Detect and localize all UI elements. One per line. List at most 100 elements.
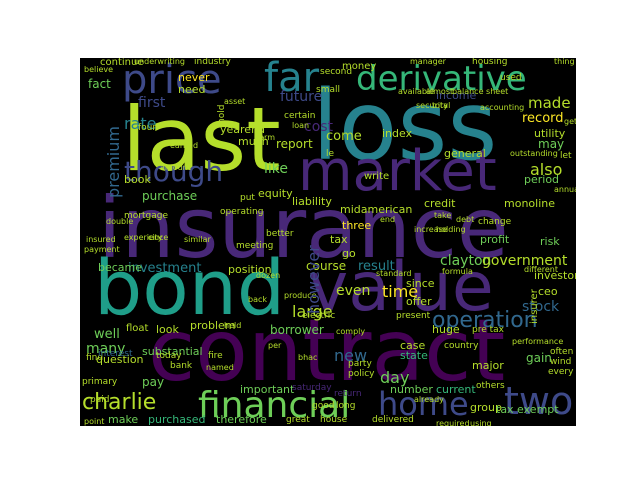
word-period: period xyxy=(524,173,560,186)
word-back: back xyxy=(248,295,268,304)
word-housing: housing xyxy=(472,58,508,67)
word-le: le xyxy=(326,149,335,159)
word-change: change xyxy=(478,217,512,227)
word-group: group xyxy=(470,401,502,414)
word-great: great xyxy=(286,415,310,425)
word-required: required xyxy=(436,419,470,427)
word-pay: pay xyxy=(142,375,165,389)
word-country: country xyxy=(444,341,479,351)
word-value: value xyxy=(308,248,494,327)
word-industry: industry xyxy=(194,58,231,67)
word-purchase: purchase xyxy=(142,189,198,203)
word-write: write xyxy=(364,171,390,182)
word-city: city xyxy=(148,233,163,242)
word-security: security xyxy=(416,101,448,110)
word-go: go xyxy=(342,247,356,260)
word-delivered: delivered xyxy=(372,415,414,425)
word-four: four xyxy=(138,123,157,133)
word-problem: problem xyxy=(190,319,236,332)
word-credit: credit xyxy=(424,197,456,210)
word-however: however xyxy=(304,245,323,314)
word-new: new xyxy=(334,346,368,365)
word-come: come xyxy=(326,129,362,144)
word-paid: paid xyxy=(90,395,110,405)
word-often: often xyxy=(550,347,574,357)
word-point: point xyxy=(84,417,105,426)
word-earned: earned xyxy=(170,141,199,150)
word-premium: premium xyxy=(104,126,123,198)
word-investment: investment xyxy=(128,261,202,276)
word-bank: bank xyxy=(170,361,193,371)
word-interest: interest xyxy=(98,349,133,359)
word-even: even xyxy=(336,283,371,299)
word-operation: operation xyxy=(432,308,538,333)
word-electric: electric xyxy=(302,311,336,321)
word-operating: operating xyxy=(220,207,264,217)
word-monoline: monoline xyxy=(504,197,555,210)
word-profit: profit xyxy=(480,233,510,246)
word-policy: policy xyxy=(348,369,375,379)
word-clayton: clayton xyxy=(440,253,492,269)
word-produce: produce xyxy=(284,291,317,300)
wordcloud-canvas: last loss insurance contract bond value … xyxy=(80,58,576,426)
word-hold: hold xyxy=(217,104,227,124)
word-thing: thing xyxy=(554,58,575,66)
word-money: money xyxy=(342,61,377,72)
word-equity: equity xyxy=(258,187,293,200)
word-meeting: meeting xyxy=(236,241,274,251)
word-take: take xyxy=(434,211,452,220)
word-end: end xyxy=(380,215,396,224)
word-major: major xyxy=(472,359,504,372)
word-float: float xyxy=(126,323,149,334)
word-others: others xyxy=(476,381,505,391)
word-insurer: insurer xyxy=(529,289,540,324)
word-price: price xyxy=(122,58,222,103)
word-loan: loan xyxy=(292,121,310,130)
word-large: large xyxy=(292,302,333,321)
word-much: much xyxy=(238,135,269,148)
word-loss: loss xyxy=(312,70,498,182)
word-every: every xyxy=(548,367,574,377)
word-underwriting: underwriting xyxy=(134,58,185,66)
word-certain: certain xyxy=(284,111,316,121)
word-let: let xyxy=(560,151,572,161)
word-fire: fire xyxy=(208,351,223,361)
word-increase: increase xyxy=(414,225,448,234)
word-gain: gain xyxy=(526,351,552,365)
word-asset: asset xyxy=(224,97,246,106)
word-like: like xyxy=(264,161,289,177)
word-index: index xyxy=(382,127,413,140)
word-believe: believe xyxy=(84,65,114,74)
word-important: important xyxy=(240,383,295,396)
word-dozen: dozen xyxy=(256,271,281,280)
word-investor: investor xyxy=(534,269,576,282)
word-find: find xyxy=(86,353,104,363)
word-though: though xyxy=(124,155,224,188)
word-house: house xyxy=(320,415,348,425)
word-huge: huge xyxy=(432,323,460,336)
word-position: position xyxy=(228,263,272,276)
word-offer: offer xyxy=(406,295,432,308)
word-manager: manager xyxy=(410,58,446,66)
word-many: many xyxy=(86,341,126,357)
word-stock: stock xyxy=(522,299,560,315)
word-rate: rate xyxy=(124,114,157,133)
word-standard: standard xyxy=(376,269,412,278)
word-never: never xyxy=(178,71,210,84)
word-ceo: ceo xyxy=(538,285,558,298)
word-contract: contract xyxy=(148,301,506,401)
word-return: return xyxy=(334,389,362,399)
word-general: general xyxy=(444,147,486,160)
word-fact: fact xyxy=(88,77,111,91)
word-market: market xyxy=(298,139,497,204)
word-similar: similar xyxy=(184,235,211,244)
word-saturday: saturday xyxy=(292,383,332,393)
word-bhac: bhac xyxy=(298,353,318,362)
word-accounting: accounting xyxy=(480,103,525,112)
word-far: far xyxy=(264,58,320,101)
word-amount: amount xyxy=(160,163,191,172)
word-make: make xyxy=(108,413,139,426)
word-number: number xyxy=(390,383,433,396)
word-different: different xyxy=(524,265,558,274)
word-holding: holding xyxy=(436,225,466,234)
